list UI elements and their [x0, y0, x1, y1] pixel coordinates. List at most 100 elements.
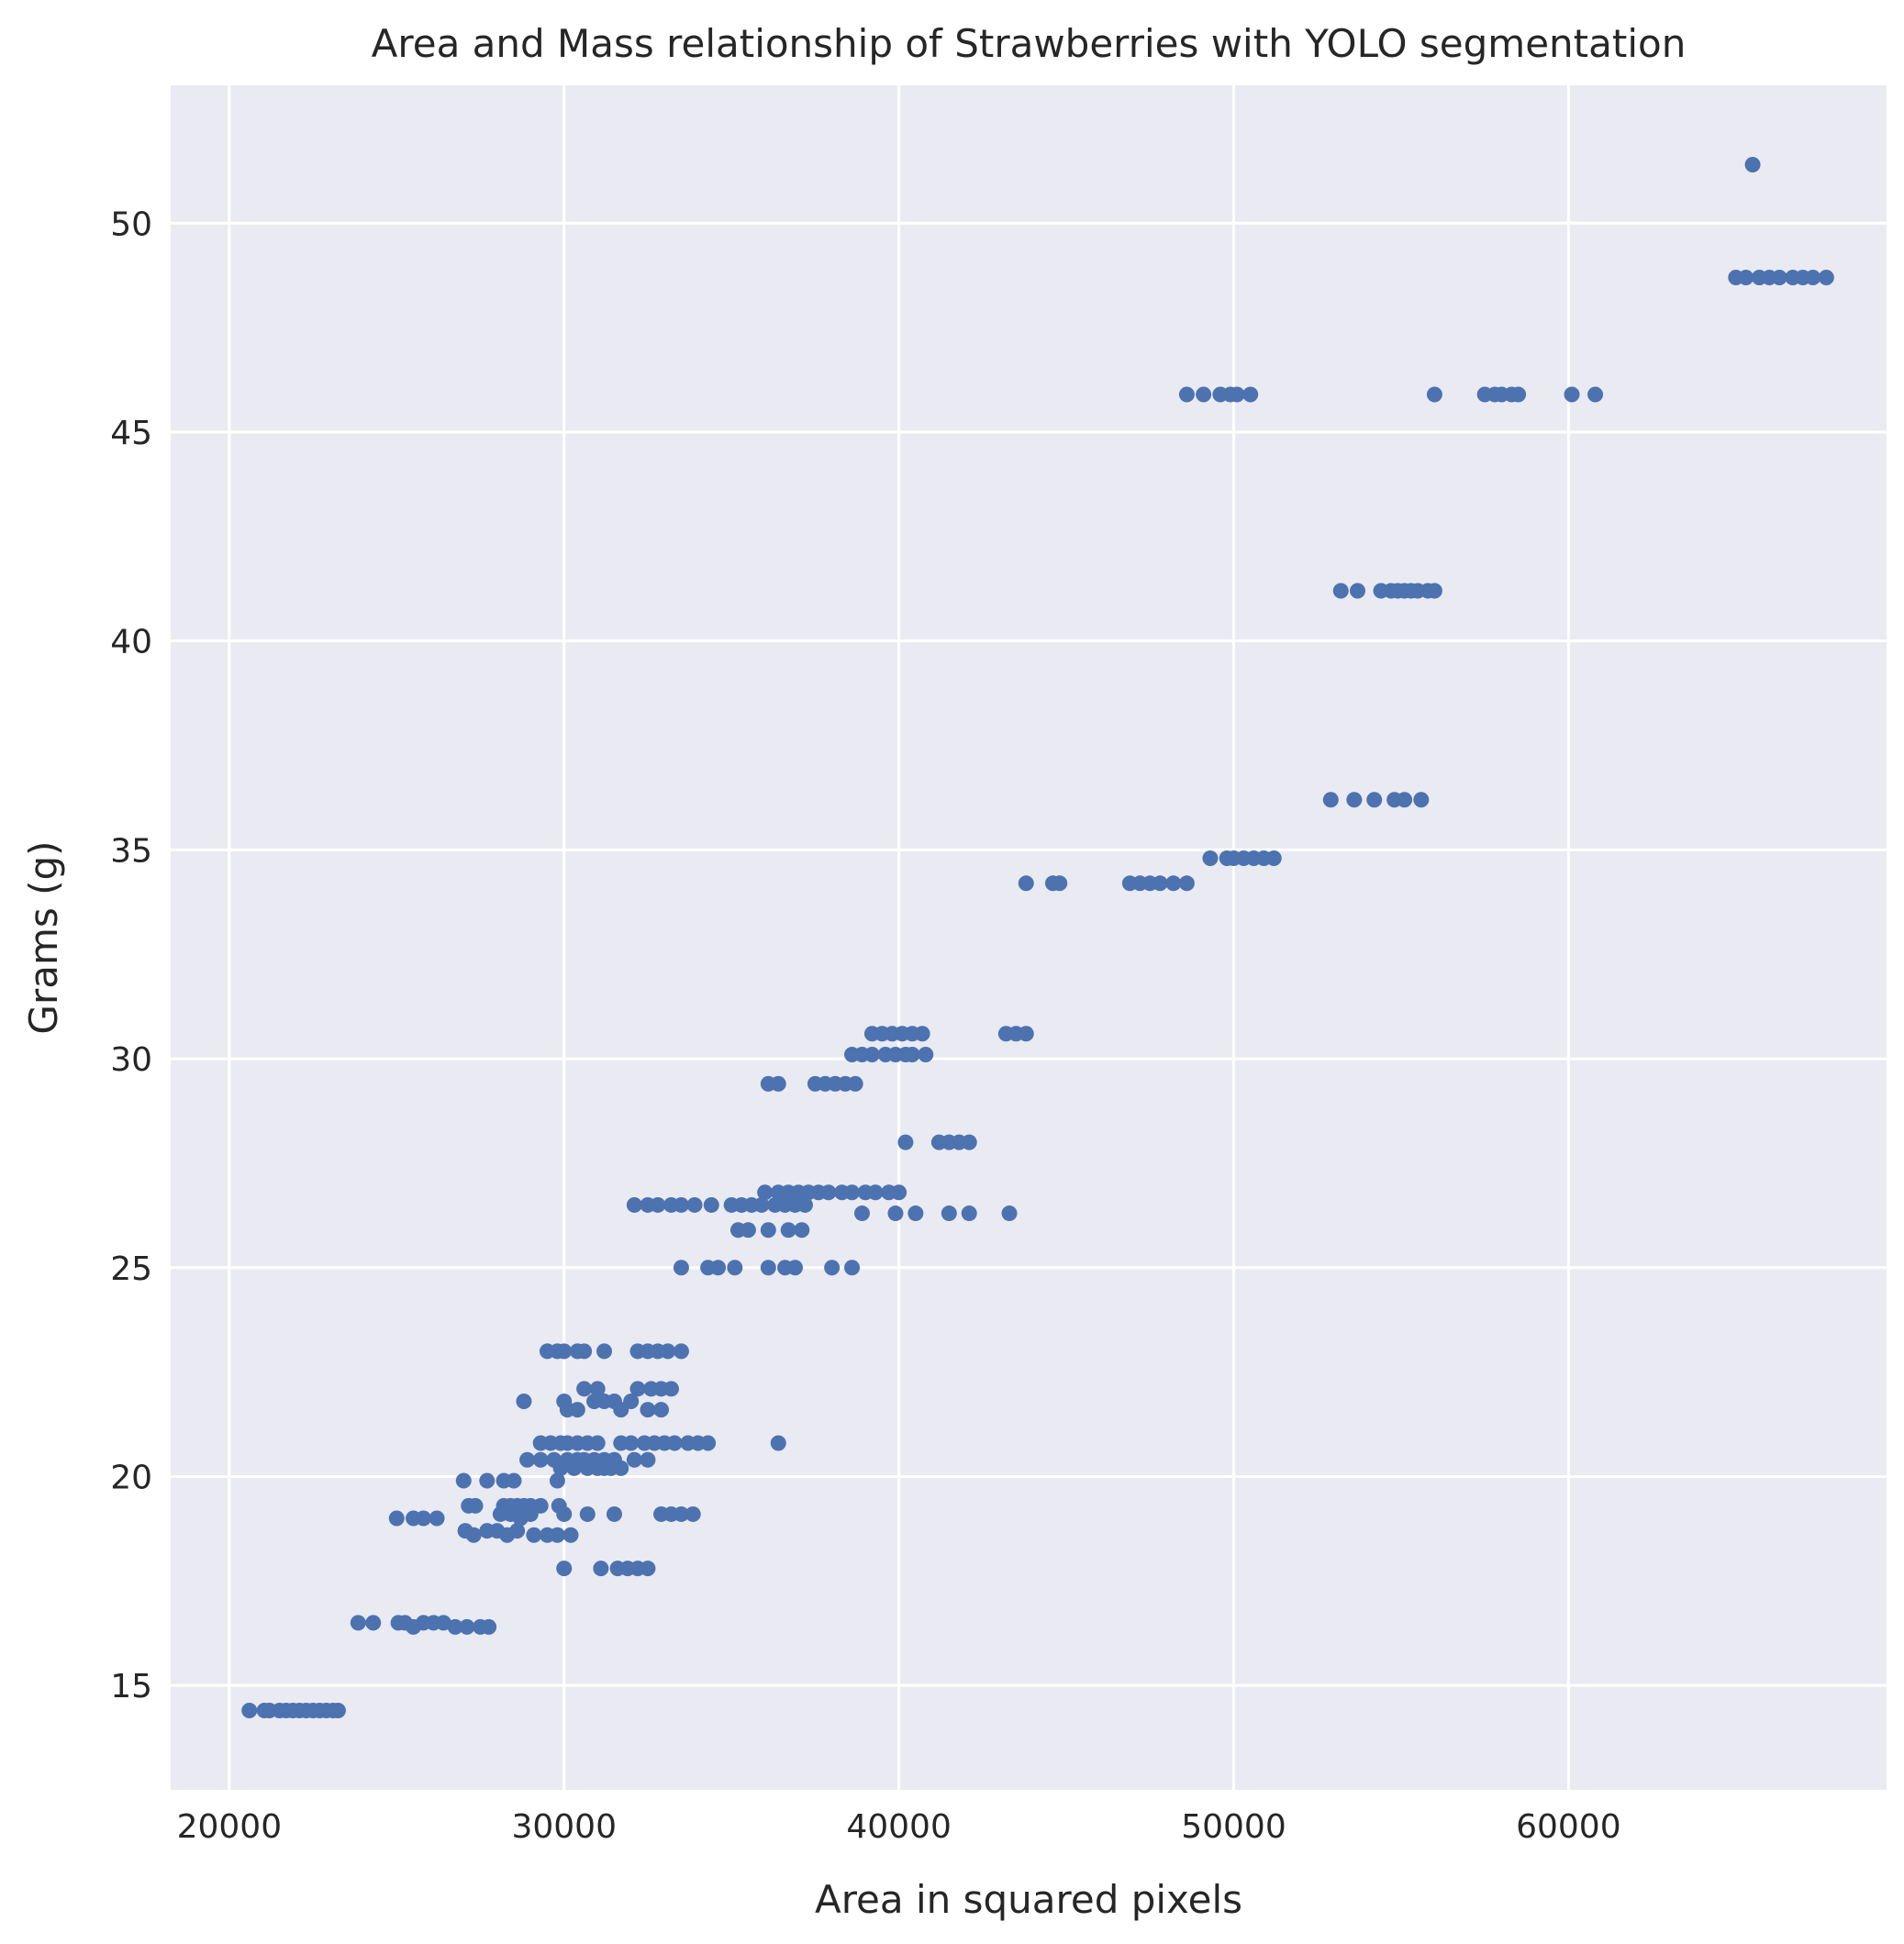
scatter-point — [576, 1381, 593, 1397]
data-points — [241, 157, 1834, 1718]
scatter-point — [757, 1184, 774, 1201]
scatter-point — [686, 1196, 703, 1213]
scatter-point — [1818, 269, 1834, 285]
scatter-point — [673, 1196, 689, 1213]
y-tick-label: 45 — [110, 415, 152, 452]
scatter-point — [673, 1343, 689, 1360]
scatter-point — [650, 1196, 666, 1213]
scatter-point — [867, 1184, 884, 1201]
scatter-point — [663, 1381, 679, 1397]
scatter-point — [481, 1618, 497, 1635]
scatter-point — [576, 1343, 593, 1360]
scatter-point — [653, 1402, 670, 1418]
y-tick-label: 20 — [110, 1459, 152, 1496]
scatter-point — [887, 1205, 904, 1222]
scatter-point — [549, 1472, 565, 1489]
scatter-point — [673, 1505, 689, 1522]
scatter-point — [727, 1260, 743, 1276]
scatter-point — [941, 1205, 957, 1222]
scatter-point — [660, 1343, 676, 1360]
scatter-point — [914, 1026, 930, 1042]
scatter-point — [447, 1618, 463, 1635]
scatter-point — [1738, 269, 1754, 285]
scatter-point — [566, 1460, 583, 1476]
scatter-point — [613, 1460, 629, 1476]
scatter-point — [844, 1260, 861, 1276]
scatter-point — [863, 1047, 880, 1063]
scatter-point — [1771, 269, 1787, 285]
scatter-point — [786, 1260, 803, 1276]
scatter-point — [415, 1510, 431, 1527]
scatter-point — [891, 1184, 907, 1201]
scatter-point — [1165, 875, 1182, 892]
chart-title: Area and Mass relationship of Strawberri… — [372, 21, 1687, 66]
scatter-point — [1018, 875, 1034, 892]
y-tick-label: 25 — [110, 1250, 152, 1288]
scatter-point — [904, 1047, 920, 1063]
x-tick-label: 40000 — [846, 1808, 952, 1846]
scatter-point — [640, 1451, 656, 1468]
scatter-point — [467, 1497, 484, 1514]
scatter-point — [1564, 386, 1580, 403]
scatter-point — [459, 1618, 475, 1635]
gridlines — [171, 85, 1887, 1790]
scatter-point — [562, 1527, 579, 1543]
x-tick-label: 30000 — [511, 1808, 617, 1846]
scatter-point — [1178, 386, 1195, 403]
scatter-point — [770, 1435, 786, 1451]
scatter-point — [589, 1435, 606, 1451]
scatter-point — [626, 1451, 642, 1468]
scatter-point — [770, 1075, 786, 1092]
y-tick-label: 15 — [110, 1668, 152, 1705]
scatter-point — [700, 1435, 717, 1451]
scatter-point — [760, 1260, 776, 1276]
scatter-point — [1001, 1205, 1018, 1222]
scatter-point — [1196, 386, 1212, 403]
scatter-point — [640, 1402, 656, 1418]
scatter-point — [626, 1196, 642, 1213]
scatter-point — [897, 1134, 914, 1150]
x-axis-label: Area in squared pixels — [815, 1877, 1242, 1922]
scatter-point — [1587, 386, 1604, 403]
scatter-point — [556, 1343, 573, 1360]
scatter-point — [1744, 157, 1761, 173]
scatter-point — [596, 1343, 613, 1360]
scatter-point — [516, 1393, 532, 1409]
scatter-point — [465, 1527, 482, 1543]
scatter-point — [506, 1472, 522, 1489]
scatter-point — [961, 1134, 977, 1150]
scatter-point — [579, 1505, 596, 1522]
scatter-point — [824, 1260, 841, 1276]
scatter-point — [794, 1222, 810, 1239]
scatter-point — [593, 1561, 609, 1577]
scatter-point — [961, 1205, 977, 1222]
scatter-point — [1018, 1026, 1034, 1042]
scatter-point — [1178, 875, 1195, 892]
scatter-point — [429, 1510, 445, 1527]
scatter-point — [329, 1702, 346, 1718]
y-tick-label: 50 — [110, 206, 152, 243]
scatter-point — [526, 1527, 542, 1543]
scatter-point — [365, 1615, 382, 1631]
scatter-point — [1366, 792, 1383, 808]
y-tick-label: 30 — [110, 1041, 152, 1079]
scatter-point — [623, 1435, 640, 1451]
scatter-point — [760, 1222, 776, 1239]
scatter-point — [1202, 850, 1219, 866]
y-tick-label: 40 — [110, 624, 152, 661]
scatter-point — [666, 1435, 683, 1451]
scatter-point — [1397, 792, 1413, 808]
scatter-point — [532, 1451, 549, 1468]
scatter-point — [673, 1260, 689, 1276]
scatter-point — [388, 1510, 405, 1527]
scatter-point — [853, 1205, 870, 1222]
scatter-point — [820, 1184, 837, 1201]
scatter-point — [455, 1472, 472, 1489]
scatter-point — [589, 1381, 606, 1397]
x-tick-label: 20000 — [177, 1808, 283, 1846]
y-axis-label: Grams (g) — [21, 840, 66, 1034]
scatter-point — [1805, 269, 1821, 285]
scatter-point — [606, 1505, 622, 1522]
scatter-point — [556, 1505, 573, 1522]
